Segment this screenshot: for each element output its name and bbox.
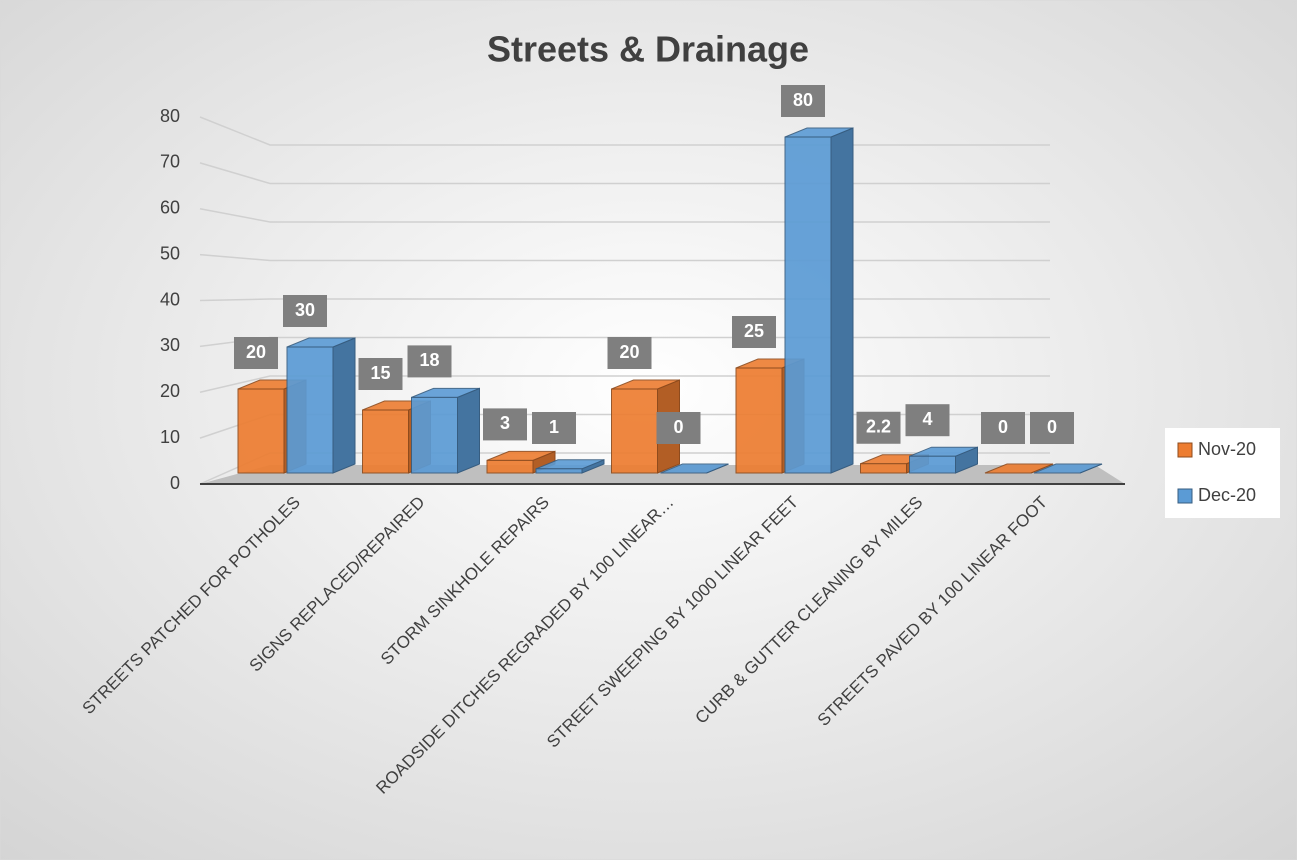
bar-front — [860, 463, 907, 474]
data-label-box — [407, 345, 452, 378]
bar — [909, 446, 978, 474]
data-label: 20 — [246, 342, 266, 362]
bar-front — [411, 396, 458, 474]
bar-front — [237, 388, 285, 474]
legend-swatch — [1177, 488, 1193, 504]
bar-side — [830, 127, 854, 474]
bar-front — [735, 367, 783, 474]
data-label-box — [234, 337, 278, 369]
data-label: 18 — [419, 350, 439, 370]
data-label: 1 — [549, 417, 559, 437]
data-label: 4 — [922, 409, 932, 429]
chart-title: Streets & Drainage — [487, 29, 809, 70]
data-label-box — [905, 404, 950, 437]
data-label: 30 — [295, 300, 315, 320]
data-label-box — [283, 295, 327, 327]
bar-side — [457, 387, 480, 474]
bar-front — [286, 346, 334, 474]
bar-front — [535, 468, 583, 474]
bar — [411, 387, 480, 474]
legend-swatch — [1177, 442, 1193, 458]
data-label-box — [607, 337, 652, 369]
data-label-box — [532, 412, 576, 444]
bar-top — [984, 463, 1054, 474]
bar-front — [909, 455, 956, 474]
y-tick-label: 80 — [160, 106, 180, 126]
data-label-box — [483, 408, 527, 441]
data-label-box — [781, 85, 825, 117]
y-tick-label: 0 — [170, 473, 180, 493]
data-label: 0 — [998, 417, 1008, 437]
y-tick-label: 50 — [160, 243, 180, 263]
bar-front — [611, 388, 658, 474]
data-label-box — [981, 412, 1025, 444]
bar-front — [784, 136, 832, 474]
legend-label: Nov-20 — [1198, 439, 1256, 459]
bar — [611, 379, 680, 474]
data-label-box — [732, 316, 776, 348]
y-tick-label: 10 — [160, 427, 180, 447]
data-label: 2.2 — [866, 417, 891, 437]
bar-front — [486, 459, 534, 474]
bar-front — [362, 409, 409, 474]
bar — [984, 463, 1054, 474]
bar-top — [1033, 463, 1103, 474]
data-label: 25 — [744, 321, 764, 341]
data-label-box — [1030, 412, 1074, 444]
data-label-box — [358, 358, 403, 390]
bar — [535, 459, 605, 474]
y-tick-label: 70 — [160, 152, 180, 172]
bar — [1033, 463, 1103, 474]
data-label: 0 — [673, 417, 683, 437]
y-tick-label: 60 — [160, 198, 180, 218]
data-label: 20 — [619, 342, 639, 362]
data-label-box — [856, 411, 901, 444]
bar — [660, 463, 729, 474]
bar — [286, 337, 356, 474]
data-label: 3 — [500, 413, 510, 433]
bar-top — [660, 463, 729, 474]
y-tick-label: 30 — [160, 335, 180, 355]
data-label: 15 — [370, 363, 390, 383]
y-tick-label: 40 — [160, 289, 180, 309]
data-label: 80 — [793, 90, 813, 110]
y-tick-label: 20 — [160, 381, 180, 401]
bar — [784, 127, 854, 474]
bar-side — [332, 337, 356, 474]
legend-label: Dec-20 — [1198, 485, 1256, 505]
data-label-box — [656, 412, 701, 444]
data-label: 0 — [1047, 417, 1057, 437]
